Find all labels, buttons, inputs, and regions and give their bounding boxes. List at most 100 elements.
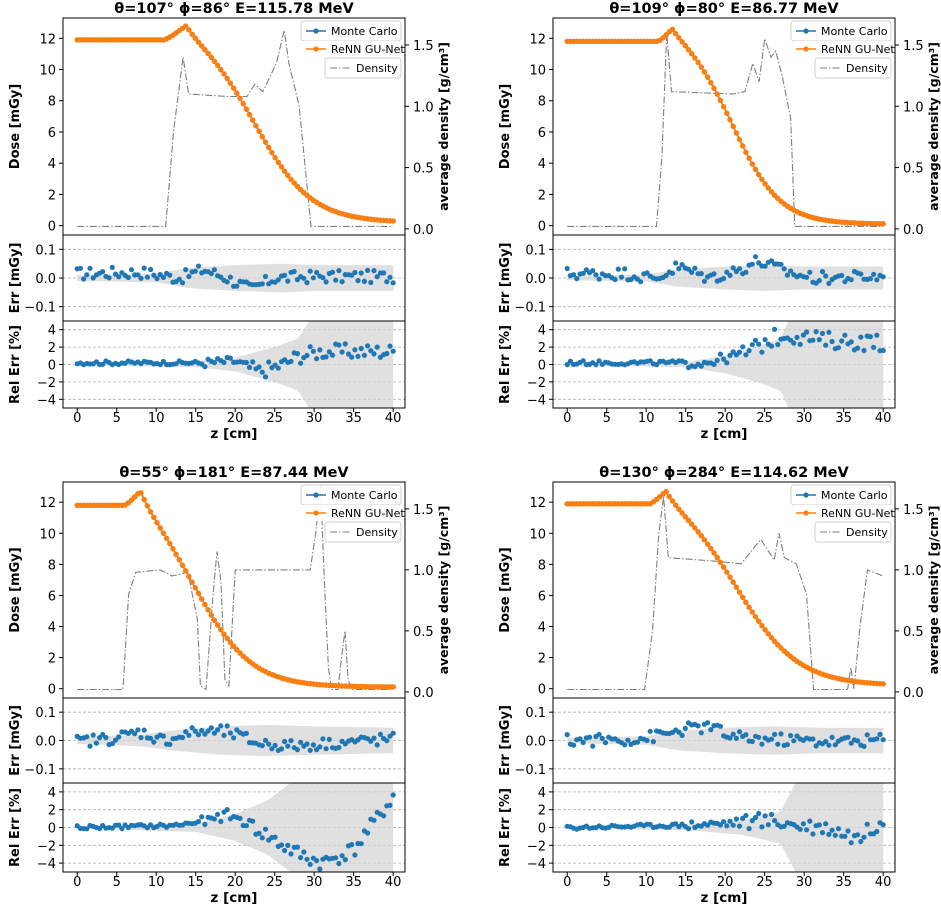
err-point	[151, 739, 157, 745]
err-point	[823, 273, 829, 279]
err-y-axis-label: Err [mGy]	[498, 705, 513, 776]
dose-ytick-label: 0	[48, 683, 56, 698]
renn-gu-net-point	[173, 551, 179, 557]
rel-err-point	[861, 834, 867, 840]
renn-gu-net-point	[278, 164, 285, 170]
renn-gu-net-point	[759, 176, 765, 183]
rel-err-series	[553, 783, 895, 872]
dose-ytick-label: 12	[39, 496, 56, 511]
err-point	[208, 271, 214, 277]
err-point	[829, 734, 835, 740]
err-point	[84, 734, 90, 740]
err-y-axis-label: Err [mGy]	[8, 705, 23, 776]
rel-err-point	[323, 354, 329, 360]
rel-err-point	[368, 348, 374, 354]
rel-err-point	[848, 840, 854, 846]
rel-ytick-label: −4	[527, 857, 546, 872]
rel-err-point	[294, 351, 300, 357]
rel-err-point	[746, 826, 752, 832]
err-point	[167, 741, 173, 748]
renn-gu-net-point	[711, 550, 717, 556]
renn-gu-net-point	[692, 55, 698, 61]
rel-err-point	[256, 364, 262, 370]
renn-gu-net-point	[167, 540, 173, 547]
err-point	[339, 279, 345, 285]
renn-gu-net-point	[218, 627, 224, 633]
dose-ytick-label: 6	[48, 589, 56, 604]
rel-err-point	[215, 811, 221, 818]
legend-box-mid	[791, 41, 891, 57]
rel-err-point	[816, 337, 822, 343]
err-series	[553, 711, 895, 770]
rel-err-point	[381, 813, 387, 819]
err-point	[384, 279, 390, 285]
err-point	[663, 272, 669, 279]
dose-ytick-label: 2	[48, 188, 56, 203]
rel-err-point	[202, 821, 208, 828]
density-series	[77, 484, 394, 691]
renn-gu-net-point	[756, 618, 762, 624]
rel-err-point	[711, 361, 717, 367]
err-point	[622, 266, 628, 272]
renn-gu-net-point	[727, 574, 733, 580]
rel-err-point	[365, 830, 371, 836]
legend-mc-marker	[313, 28, 319, 34]
rel-err-point	[211, 816, 217, 822]
rel-err-point	[807, 818, 813, 824]
err-point	[832, 742, 838, 748]
err-point	[848, 277, 854, 283]
renn-gu-net-point	[221, 71, 227, 77]
rel-ytick-label: 2	[48, 341, 56, 356]
rel-err-point	[259, 835, 265, 841]
renn-gu-net-point	[730, 123, 736, 130]
err-point	[781, 266, 787, 272]
density-y-axis-label: average density [g/cm³]	[926, 42, 941, 211]
renn-gu-net-point	[717, 559, 724, 565]
renn-gu-net-point	[689, 51, 695, 57]
rel-err-point	[250, 818, 256, 824]
err-point	[202, 731, 208, 737]
err-ytick-label: −0.1	[514, 301, 546, 316]
rel-err-point	[339, 349, 345, 355]
renn-gu-net-point	[724, 110, 730, 116]
rel-ytick-label: −2	[37, 839, 56, 854]
err-point	[151, 272, 157, 278]
rel-err-point	[317, 347, 323, 353]
panel-top-right: θ=109° ϕ=80° E=86.77 MeV 0 2 4 6 8 10 12 0.0 0.5 1…	[498, 1, 941, 442]
err-point	[644, 270, 650, 276]
renn-gu-net-point	[756, 171, 762, 178]
xtick-label: 35	[345, 875, 362, 890]
err-point	[224, 279, 230, 285]
renn-gu-net-point	[214, 622, 221, 628]
dose-series	[564, 26, 886, 227]
err-point	[695, 723, 701, 729]
err-point	[221, 732, 227, 739]
rel-err-point	[874, 828, 880, 835]
renn-gu-net-point	[752, 166, 759, 173]
xtick-label: 40	[875, 411, 892, 426]
err-point	[368, 279, 374, 286]
legend-density-label: Density	[356, 526, 398, 539]
err-point	[262, 273, 269, 280]
rel-err-point	[647, 358, 653, 364]
err-point	[148, 266, 154, 273]
density-ytick-label: 1.0	[413, 100, 434, 115]
panel-bottom-right: θ=130° ϕ=284° E=114.62 MeV 0 2 4 6 8 10 12 0.0 0.…	[498, 465, 941, 906]
err-point	[186, 273, 192, 280]
legend-density-label: Density	[846, 526, 888, 539]
rel-err-point	[730, 822, 736, 828]
renn-gu-net-point	[157, 525, 163, 531]
renn-gu-net-point	[685, 517, 692, 524]
rel-err-point	[243, 823, 249, 829]
renn-gu-net-point	[170, 546, 176, 552]
renn-gu-net-point	[202, 47, 208, 53]
rel-ytick-label: −2	[527, 839, 546, 854]
renn-gu-net-point	[880, 221, 886, 227]
renn-gu-net-point	[211, 58, 218, 64]
renn-gu-net-point	[205, 50, 211, 57]
err-point	[602, 740, 609, 746]
renn-gu-net-point	[224, 75, 230, 82]
err-point	[577, 736, 583, 742]
rel-err-point	[685, 826, 692, 832]
dose-ytick-label: 12	[529, 32, 546, 47]
